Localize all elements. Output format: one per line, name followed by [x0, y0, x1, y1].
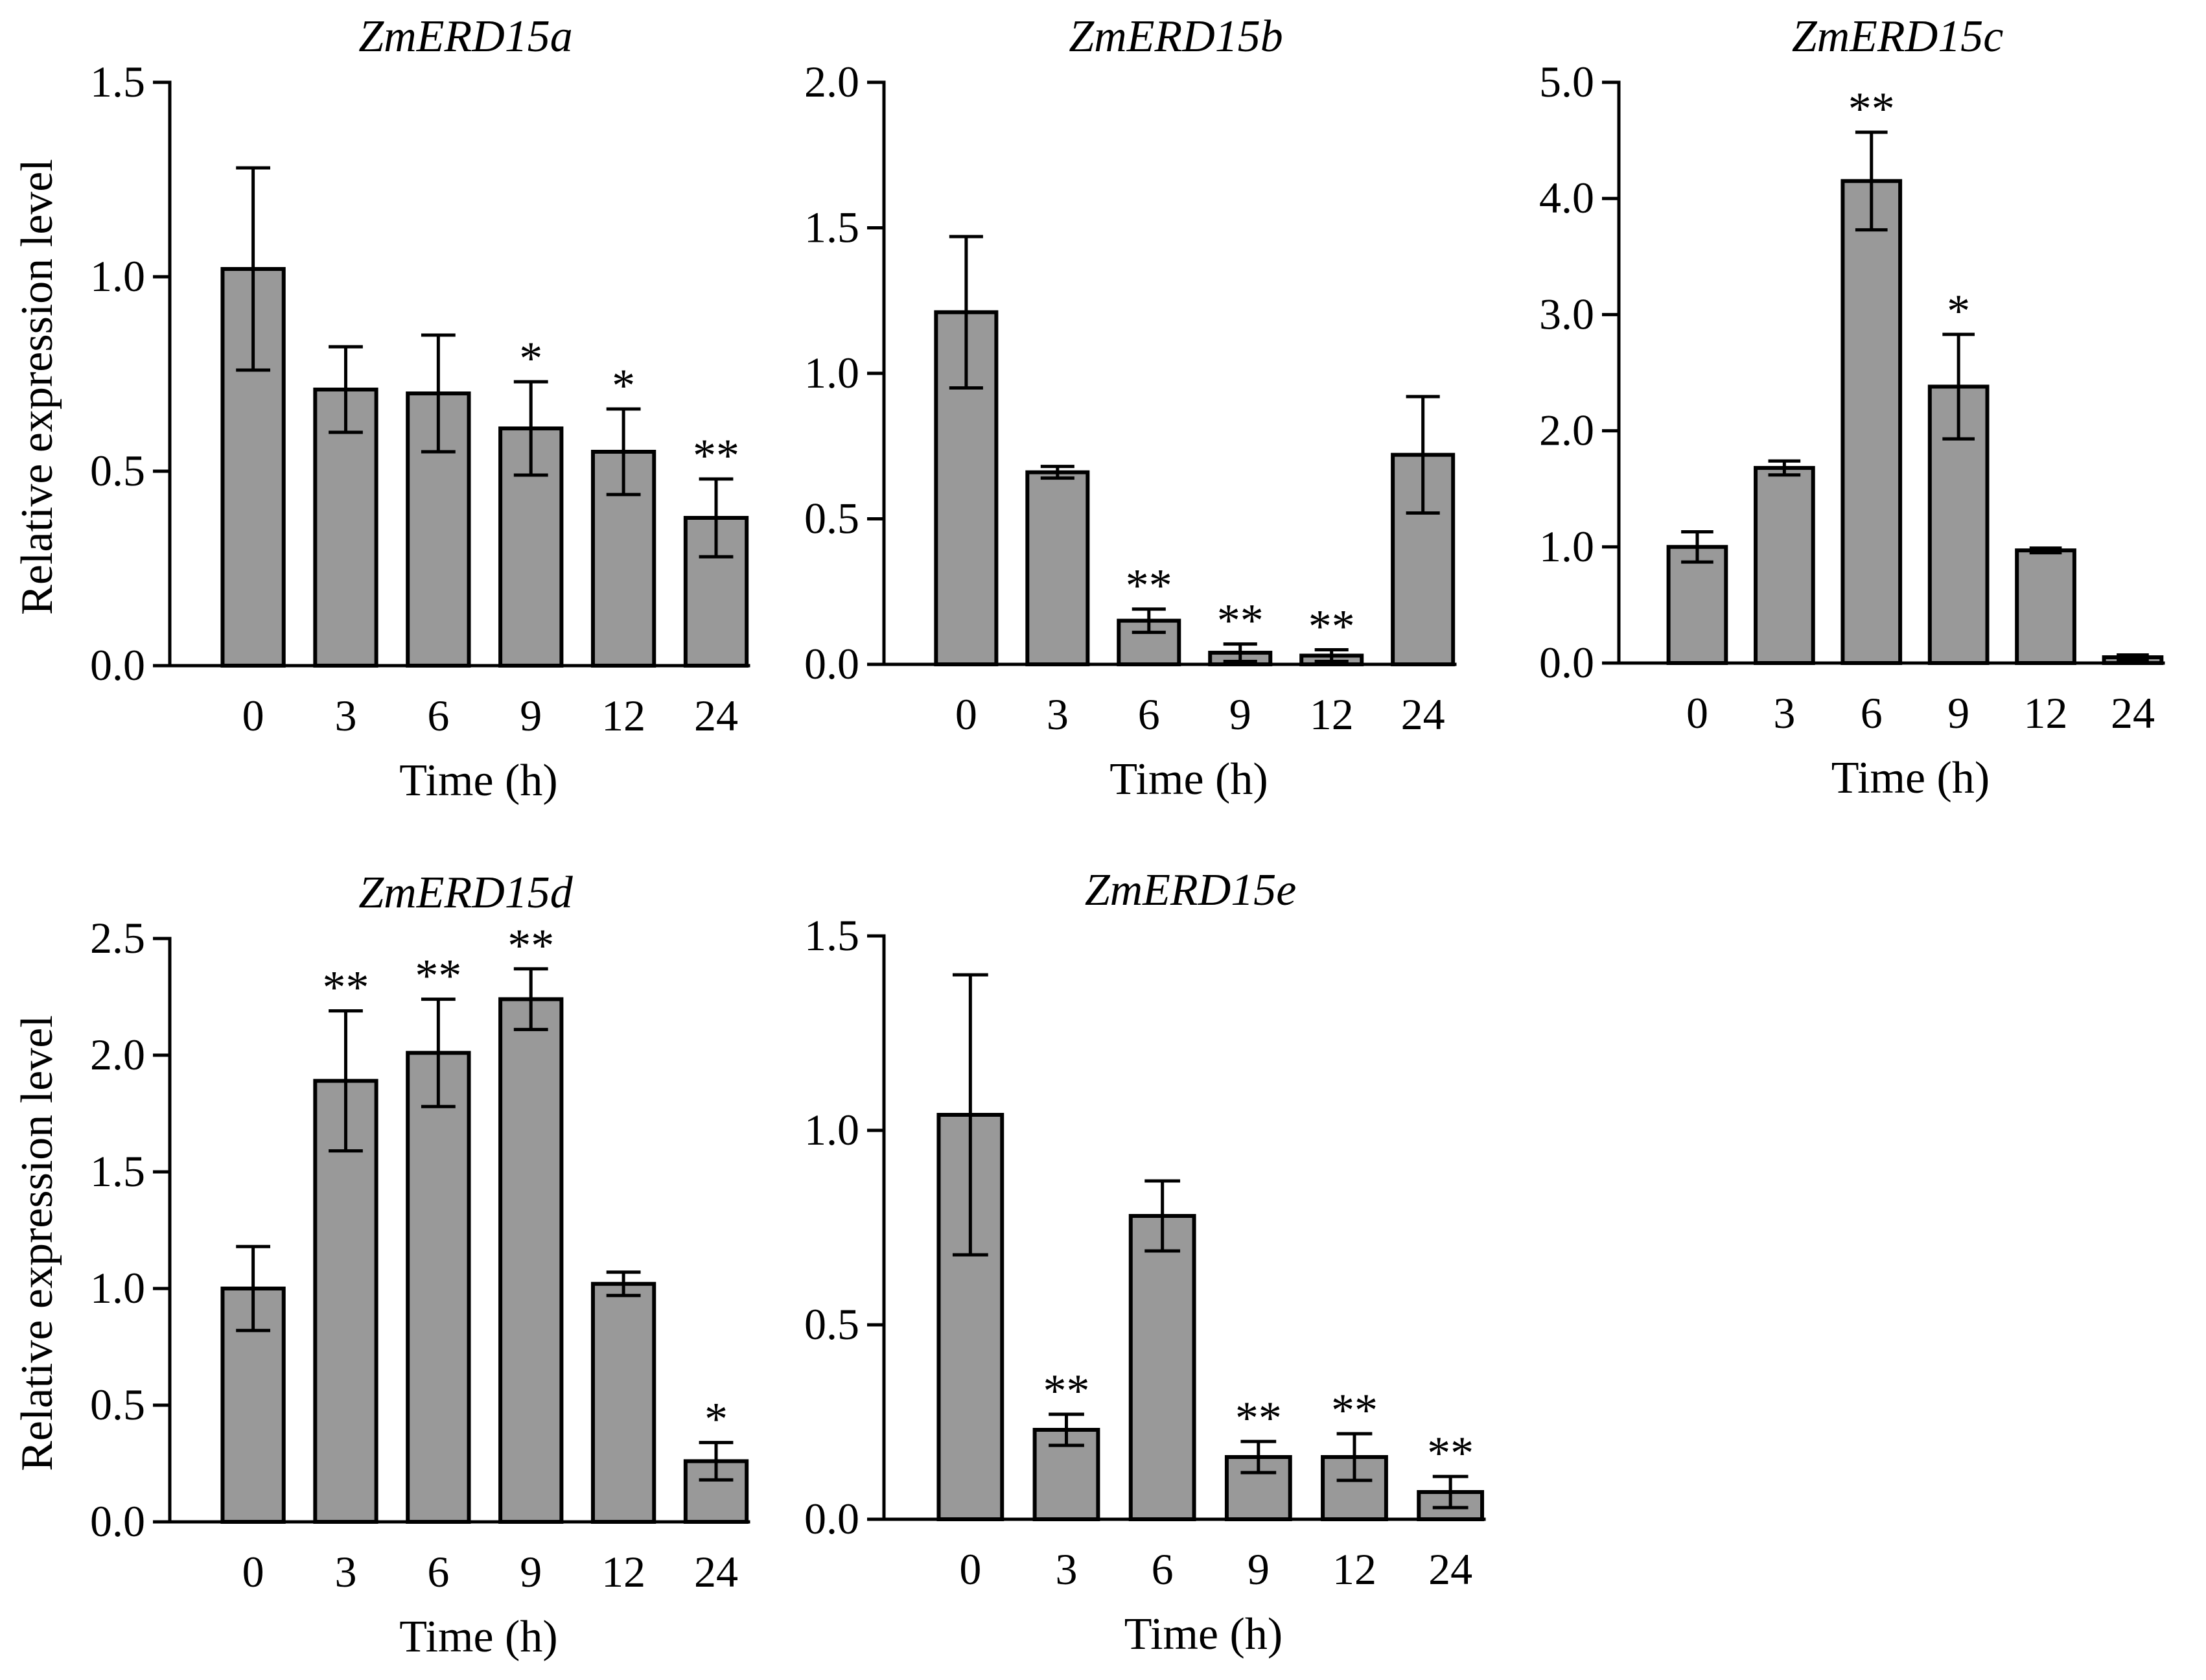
y-tick-label: 1.5 — [804, 203, 859, 252]
y-tick-label: 0.0 — [90, 640, 145, 690]
x-tick-label: 24 — [2111, 688, 2155, 738]
significance-label: ** — [322, 962, 369, 1014]
y-tick-label: 0.5 — [90, 446, 145, 495]
y-tick-label: 0.5 — [90, 1380, 145, 1429]
chart-title: ZmERD15b — [1069, 12, 1283, 62]
x-tick-label: 3 — [1773, 688, 1795, 738]
panel-2: 0.0 0.5 1.0 1.5 2.0 0 3 ** 6 ** 9 ** 12 24 ZmERD15b Tim… — [804, 12, 1457, 804]
significance-label: ** — [415, 950, 461, 1002]
bar — [498, 997, 564, 1524]
bar — [2015, 548, 2076, 666]
chart-title: ZmERD15c — [1792, 12, 2004, 62]
significance-label: ** — [507, 920, 554, 972]
panel-5: 0.0 0.5 1.0 1.5 0 ** 3 6 ** 9 ** 12 ** 24 ZmERD15e Time… — [804, 865, 1486, 1659]
y-tick-label: 0.0 — [804, 1494, 859, 1543]
x-tick-label: 9 — [1229, 690, 1251, 739]
significance-label: * — [519, 332, 542, 384]
panel-3: 0.0 1.0 2.0 3.0 4.0 5.0 0 3 ** 6 * 9 12 24 ZmERD15c Tim… — [1539, 12, 2165, 803]
x-tick-label: 12 — [601, 1547, 645, 1596]
chart-title: ZmERD15e — [1085, 865, 1297, 915]
bar — [1666, 544, 1728, 665]
x-tick-label: 9 — [1947, 688, 1969, 738]
bar — [406, 1051, 471, 1524]
x-tick-label: 0 — [955, 690, 977, 739]
x-tick-label: 24 — [1428, 1545, 1472, 1594]
x-tick-label: 6 — [1152, 1545, 1174, 1594]
y-tick-label: 0.0 — [1539, 638, 1594, 687]
chart-title: ZmERD15d — [358, 868, 574, 918]
significance-label: ** — [1126, 560, 1172, 612]
y-tick-label: 1.5 — [90, 57, 145, 106]
y-tick-label: 1.0 — [804, 348, 859, 397]
x-tick-label: 12 — [601, 691, 645, 740]
y-tick-label: 1.5 — [804, 911, 859, 960]
chart-title: ZmERD15a — [358, 12, 573, 62]
significance-label: ** — [1331, 1384, 1378, 1436]
x-axis-label: Time (h) — [1831, 753, 1990, 803]
y-tick-label: 0.0 — [90, 1497, 145, 1546]
x-tick-label: 3 — [1056, 1545, 1078, 1594]
x-tick-label: 24 — [694, 1547, 738, 1596]
y-tick-label: 0.5 — [804, 494, 859, 543]
x-axis-label: Time (h) — [1124, 1609, 1283, 1659]
y-tick-label: 1.0 — [90, 251, 145, 301]
x-tick-label: 12 — [2024, 688, 2068, 738]
x-tick-label: 6 — [1138, 690, 1160, 739]
y-tick-label: 2.0 — [90, 1030, 145, 1079]
y-tick-label: 2.0 — [1539, 406, 1594, 455]
y-tick-label: 1.0 — [1539, 522, 1594, 571]
x-tick-label: 6 — [427, 1547, 449, 1596]
y-tick-label: 2.5 — [90, 913, 145, 962]
x-axis-label: Time (h) — [1109, 754, 1268, 804]
x-tick-label: 6 — [427, 691, 449, 740]
x-tick-label: 3 — [334, 1547, 356, 1596]
x-tick-label: 9 — [1248, 1545, 1270, 1594]
x-tick-label: 9 — [520, 1547, 542, 1596]
y-tick-label: 1.0 — [804, 1105, 859, 1154]
y-axis-label: Relative expression level — [12, 159, 62, 615]
x-axis-label: Time (h) — [399, 756, 557, 806]
x-tick-label: 3 — [1047, 690, 1069, 739]
x-tick-label: 0 — [242, 691, 264, 740]
y-tick-label: 1.5 — [90, 1147, 145, 1196]
significance-label: ** — [693, 430, 739, 482]
bar — [590, 1281, 656, 1524]
x-tick-label: 0 — [1686, 688, 1708, 738]
x-tick-label: 24 — [694, 691, 738, 740]
x-tick-label: 3 — [334, 691, 356, 740]
bar — [1754, 465, 1815, 665]
significance-label: ** — [1308, 601, 1355, 653]
y-tick-label: 4.0 — [1539, 173, 1594, 222]
significance-label: ** — [1848, 83, 1895, 135]
bar — [1025, 470, 1090, 666]
panel-1: 0.0 0.5 1.0 1.5 0 3 6 * 9 * 12 ** 24 ZmERD15a Time (h)… — [12, 12, 750, 806]
significance-label: ** — [1235, 1392, 1282, 1444]
significance-label: * — [1947, 285, 1970, 337]
y-tick-label: 2.0 — [804, 57, 859, 106]
y-tick-label: 1.0 — [90, 1263, 145, 1312]
y-tick-label: 5.0 — [1539, 57, 1594, 106]
x-axis-label: Time (h) — [399, 1612, 557, 1662]
x-tick-label: 9 — [520, 691, 542, 740]
y-tick-label: 0.0 — [804, 639, 859, 688]
x-tick-label: 24 — [1401, 690, 1445, 739]
panel-4: 0.0 0.5 1.0 1.5 2.0 2.5 0 ** 3 ** 6 ** 9 12 * 24 ZmERD15… — [12, 868, 750, 1662]
significance-label: * — [612, 360, 635, 412]
bar — [1128, 1214, 1196, 1521]
bar — [1840, 179, 1903, 665]
significance-label: ** — [1427, 1427, 1474, 1479]
x-tick-label: 12 — [1332, 1545, 1376, 1594]
bar — [313, 388, 378, 668]
y-tick-label: 0.5 — [804, 1300, 859, 1349]
x-tick-label: 6 — [1861, 688, 1883, 738]
x-tick-label: 0 — [242, 1547, 264, 1596]
x-tick-label: 0 — [959, 1545, 981, 1594]
x-tick-label: 12 — [1310, 690, 1354, 739]
significance-label: * — [704, 1394, 728, 1445]
y-axis-label: Relative expression level — [12, 1015, 62, 1471]
significance-label: ** — [1217, 595, 1264, 647]
significance-label: ** — [1043, 1365, 1090, 1417]
y-tick-label: 3.0 — [1539, 289, 1594, 338]
